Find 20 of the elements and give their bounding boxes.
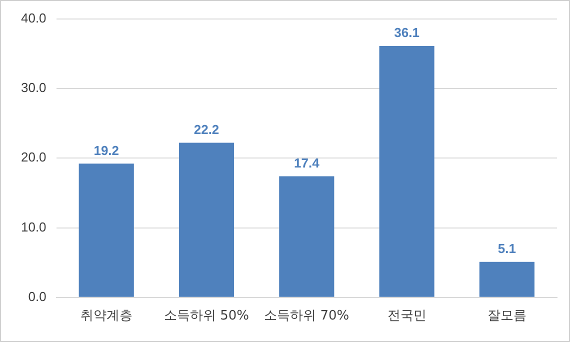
y-tick-label: 0.0 (28, 288, 46, 304)
x-tick-label: 취약계층 (80, 308, 132, 324)
x-tick-label: 소득하위 50% (164, 308, 250, 324)
bar (379, 46, 434, 297)
data-label: 36.1 (394, 25, 420, 40)
y-tick-label: 30.0 (20, 80, 46, 96)
data-label: 5.1 (498, 240, 516, 256)
bar (479, 262, 534, 297)
bar (178, 142, 234, 297)
data-label: 22.2 (194, 122, 220, 137)
x-tick-label: 잘모름 (487, 308, 526, 324)
x-tick-label: 전국민 (387, 308, 426, 324)
data-label: 19.2 (94, 142, 120, 158)
y-tick-label: 40.0 (20, 10, 46, 26)
bar (279, 176, 334, 297)
bar (78, 164, 134, 297)
y-tick-label: 10.0 (20, 219, 46, 234)
x-tick-label: 소득하위 70% (264, 308, 350, 324)
y-tick-label: 20.0 (20, 150, 46, 165)
data-label: 17.4 (294, 155, 320, 170)
